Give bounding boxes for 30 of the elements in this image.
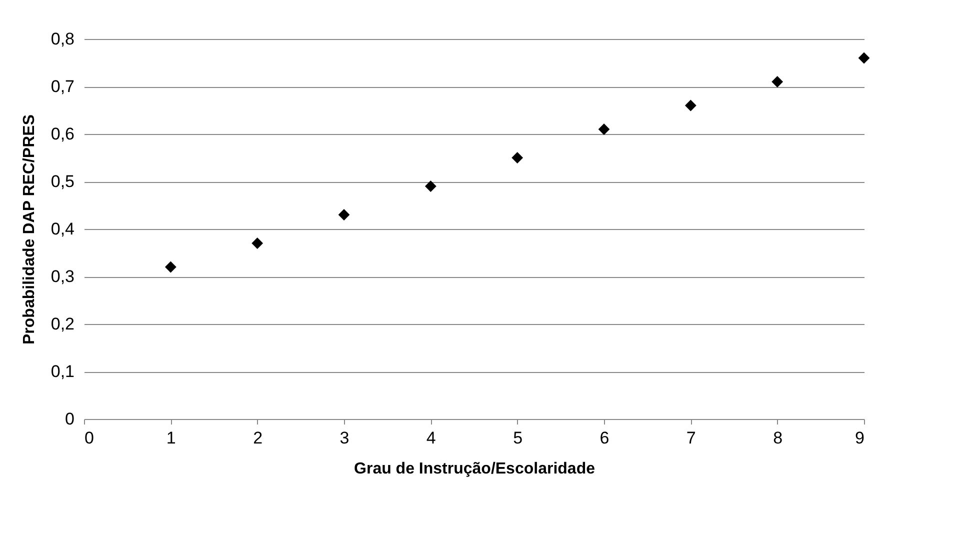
x-tick-label: 6 (600, 428, 610, 448)
x-tick-label: 7 (686, 428, 696, 448)
x-tick-label: 0 (84, 428, 94, 448)
x-tick-label: 5 (513, 428, 523, 448)
x-tick-label: 2 (253, 428, 263, 448)
y-tick-label: 0,6 (50, 124, 74, 144)
y-tick-label: 0 (65, 410, 74, 428)
point (164, 261, 176, 273)
y-tick-label: 0,2 (50, 314, 74, 334)
x-tick-label: 9 (855, 428, 864, 448)
y-tick-label: 0,5 (50, 172, 74, 191)
x-tick-label: 1 (166, 428, 176, 448)
point (338, 209, 350, 220)
y-tick-label: 0,8 (50, 30, 74, 48)
point (424, 180, 436, 192)
x-tick-label: 3 (340, 428, 350, 448)
y-tick-label: 0,4 (50, 220, 74, 238)
point (512, 152, 524, 164)
point (684, 100, 696, 112)
point (858, 52, 870, 64)
point (772, 76, 784, 88)
point (252, 238, 264, 249)
y-axis-title: Probabilidade DAP REC/PRES (20, 114, 38, 344)
point (598, 124, 610, 135)
x-axis-title: Grau de Instrução/Escolaridade (354, 460, 596, 478)
x-tick-label: 8 (773, 428, 783, 448)
y-tick-label: 0,3 (50, 267, 74, 286)
y-tick-label: 0,7 (50, 77, 74, 96)
x-tick-label: 4 (426, 428, 436, 448)
y-tick-label: 0,1 (50, 362, 74, 381)
